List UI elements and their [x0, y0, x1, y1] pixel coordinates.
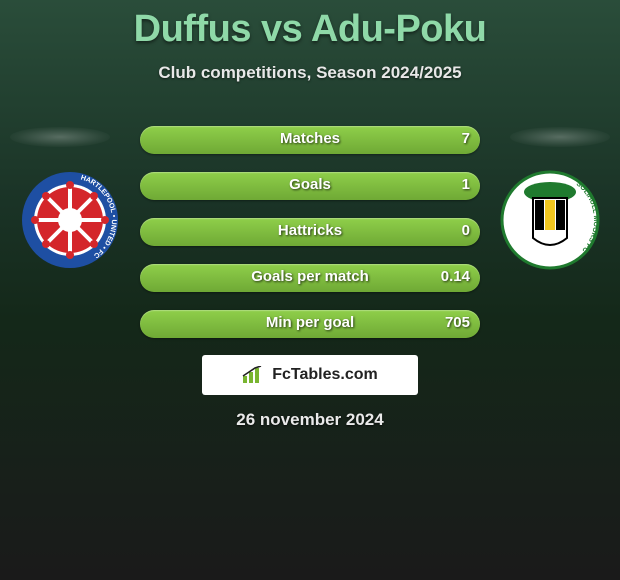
stat-value-right: 0.14 — [441, 268, 470, 285]
stat-label: Goals — [140, 176, 480, 193]
hartlepool-badge-icon: HARTLEPOOL • UNITED • FC — [20, 170, 120, 270]
date-text: 26 november 2024 — [0, 410, 620, 430]
stat-label: Goals per match — [140, 268, 480, 285]
stat-row: Goals per match0.14 — [140, 264, 480, 292]
stats-container: Matches7Goals1Hattricks0Goals per match0… — [140, 126, 480, 356]
stat-row: Matches7 — [140, 126, 480, 154]
right-club-badge: SOLIHULL MOORS FC — [500, 170, 600, 270]
stat-value-right: 1 — [462, 176, 470, 193]
stat-value-right: 7 — [462, 130, 470, 147]
chart-icon — [242, 366, 266, 384]
stat-label: Min per goal — [140, 314, 480, 331]
stat-label: Matches — [140, 130, 480, 147]
badge-shadow-right — [510, 127, 610, 147]
stat-row: Goals1 — [140, 172, 480, 200]
left-club-badge: HARTLEPOOL • UNITED • FC — [20, 170, 120, 270]
solihull-moors-badge-icon: SOLIHULL MOORS FC — [500, 170, 600, 270]
brand-box: FcTables.com — [202, 355, 418, 395]
stat-row: Hattricks0 — [140, 218, 480, 246]
stat-label: Hattricks — [140, 222, 480, 239]
page-title: Duffus vs Adu-Poku — [0, 0, 620, 51]
badge-shadow-left — [10, 127, 110, 147]
brand-text: FcTables.com — [272, 366, 378, 384]
subtitle: Club competitions, Season 2024/2025 — [0, 63, 620, 83]
stat-row: Min per goal705 — [140, 310, 480, 338]
stat-value-right: 0 — [462, 222, 470, 239]
stat-value-right: 705 — [445, 314, 470, 331]
